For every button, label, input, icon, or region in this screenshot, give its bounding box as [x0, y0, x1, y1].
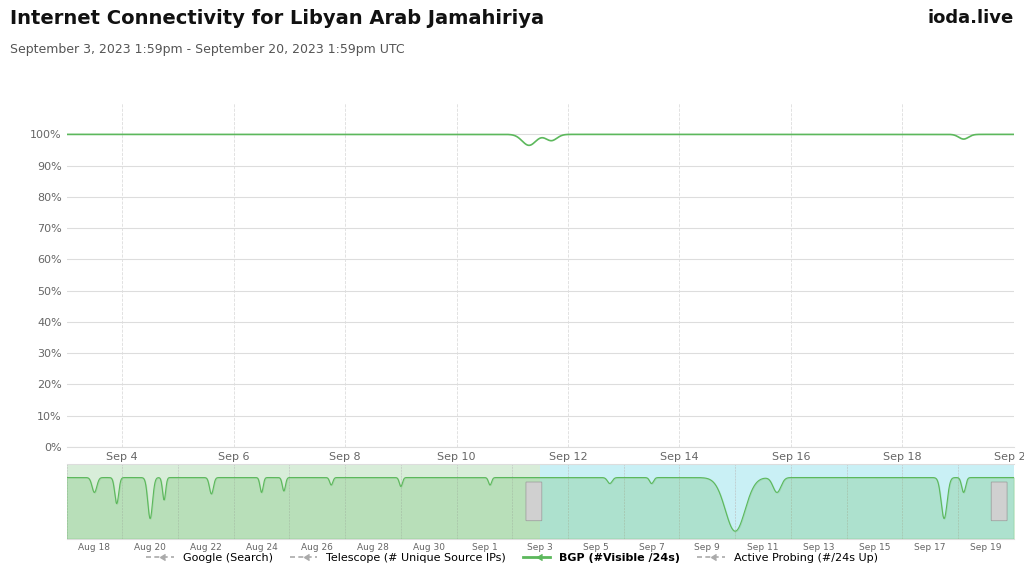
X-axis label: Time (UTC): Time (UTC) — [506, 470, 574, 483]
Bar — [541, 464, 1014, 539]
FancyBboxPatch shape — [991, 482, 1007, 521]
Text: September 3, 2023 1:59pm - September 20, 2023 1:59pm UTC: September 3, 2023 1:59pm - September 20,… — [10, 43, 404, 56]
Bar — [67, 464, 541, 539]
Legend: Google (Search), Telescope (# Unique Source IPs), BGP (#Visible /24s), Active Pr: Google (Search), Telescope (# Unique Sou… — [142, 548, 882, 567]
Text: Internet Connectivity for Libyan Arab Jamahiriya: Internet Connectivity for Libyan Arab Ja… — [10, 9, 545, 28]
Text: ioda.live: ioda.live — [928, 9, 1014, 26]
FancyBboxPatch shape — [526, 482, 542, 521]
